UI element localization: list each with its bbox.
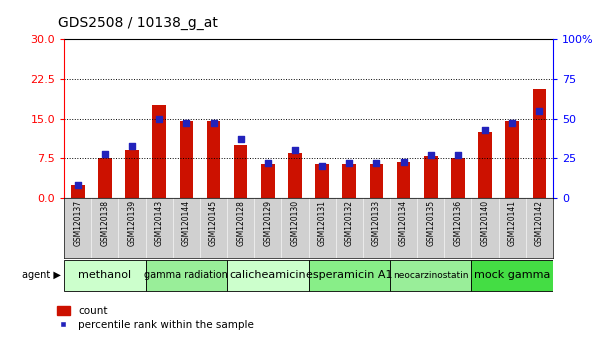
Bar <box>98 159 112 198</box>
Bar <box>261 164 274 198</box>
Bar <box>315 164 329 198</box>
Bar <box>478 132 492 198</box>
Text: GSM120140: GSM120140 <box>481 200 489 246</box>
Text: agent ▶: agent ▶ <box>22 270 61 280</box>
Text: methanol: methanol <box>78 270 131 280</box>
Text: GSM120136: GSM120136 <box>453 200 463 246</box>
FancyBboxPatch shape <box>64 260 145 291</box>
Point <box>127 143 137 149</box>
Text: GSM120131: GSM120131 <box>318 200 327 246</box>
Text: GSM120139: GSM120139 <box>128 200 136 246</box>
Text: GSM120132: GSM120132 <box>345 200 354 246</box>
Text: GSM120130: GSM120130 <box>290 200 299 246</box>
Point <box>290 148 300 153</box>
Point <box>480 127 490 133</box>
Bar <box>451 159 465 198</box>
Bar <box>125 150 139 198</box>
Point <box>100 151 110 156</box>
Bar <box>343 164 356 198</box>
Point <box>208 120 218 126</box>
Legend: count, percentile rank within the sample: count, percentile rank within the sample <box>57 306 254 330</box>
Point <box>345 160 354 166</box>
Text: GSM120128: GSM120128 <box>236 200 245 246</box>
Bar <box>533 90 546 198</box>
Bar <box>397 162 411 198</box>
Text: GSM120134: GSM120134 <box>399 200 408 246</box>
FancyBboxPatch shape <box>145 260 227 291</box>
Point <box>181 120 191 126</box>
Point <box>155 116 164 121</box>
FancyBboxPatch shape <box>227 260 309 291</box>
Point <box>426 152 436 158</box>
Bar <box>234 145 247 198</box>
Point <box>317 164 327 169</box>
Bar <box>71 185 84 198</box>
Text: GSM120141: GSM120141 <box>508 200 517 246</box>
Bar <box>152 105 166 198</box>
Point <box>73 183 82 188</box>
Text: GSM120138: GSM120138 <box>100 200 109 246</box>
FancyBboxPatch shape <box>309 260 390 291</box>
Point <box>535 108 544 114</box>
Point <box>453 152 463 158</box>
Text: neocarzinostatin: neocarzinostatin <box>393 271 469 280</box>
Bar <box>505 121 519 198</box>
Text: GSM120137: GSM120137 <box>73 200 82 246</box>
Point <box>399 159 409 165</box>
Bar <box>370 164 383 198</box>
Text: GSM120135: GSM120135 <box>426 200 435 246</box>
Bar <box>207 121 221 198</box>
Text: calicheamicin: calicheamicin <box>230 270 306 280</box>
Text: GSM120129: GSM120129 <box>263 200 273 246</box>
Text: GSM120143: GSM120143 <box>155 200 164 246</box>
Text: GSM120142: GSM120142 <box>535 200 544 246</box>
Point <box>507 120 517 126</box>
Text: GSM120145: GSM120145 <box>209 200 218 246</box>
Bar <box>424 156 437 198</box>
Text: gamma radiation: gamma radiation <box>144 270 229 280</box>
Point <box>263 160 273 166</box>
FancyBboxPatch shape <box>472 260 553 291</box>
FancyBboxPatch shape <box>390 260 472 291</box>
Text: mock gamma: mock gamma <box>474 270 551 280</box>
Text: GSM120133: GSM120133 <box>372 200 381 246</box>
Bar <box>180 121 193 198</box>
Text: esperamicin A1: esperamicin A1 <box>306 270 392 280</box>
Bar <box>288 153 302 198</box>
Point <box>371 160 381 166</box>
Text: GDS2508 / 10138_g_at: GDS2508 / 10138_g_at <box>58 16 218 30</box>
Text: GSM120144: GSM120144 <box>182 200 191 246</box>
Point <box>236 137 246 142</box>
